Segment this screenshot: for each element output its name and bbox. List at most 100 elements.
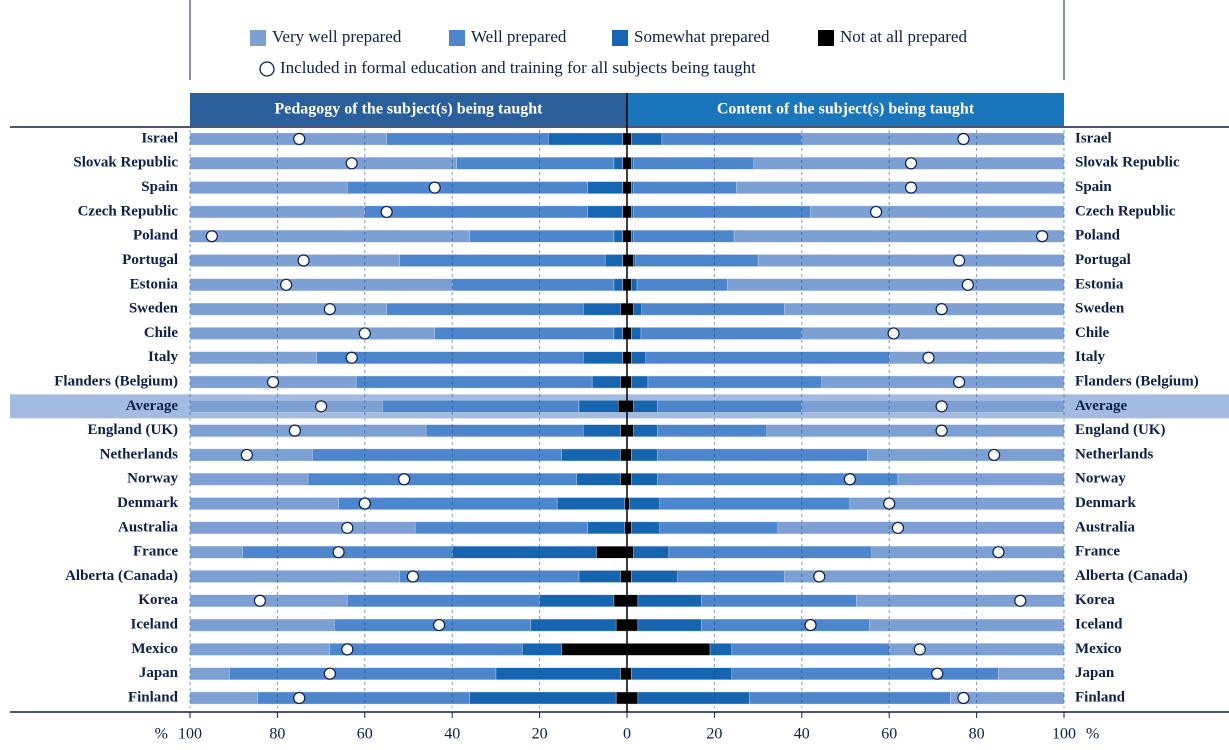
category-label: Chile [144, 325, 179, 341]
category-label: Korea [1075, 592, 1115, 608]
marker [323, 303, 336, 316]
legend-label: Not at all prepared [840, 27, 967, 46]
category-label: Mexico [1075, 641, 1122, 657]
marker [266, 375, 280, 389]
marker [869, 205, 883, 219]
bar-segment [633, 205, 811, 219]
category-label: Portugal [1075, 252, 1131, 268]
category-label: Norway [1075, 471, 1126, 487]
bar-segment [657, 473, 899, 486]
category-label: Denmark [117, 495, 178, 511]
bar-segment [189, 278, 453, 292]
bar-segment [626, 691, 639, 705]
bar-segment [640, 327, 803, 340]
category-label: Spain [141, 179, 178, 195]
bar-segment [620, 375, 628, 389]
bar-segment [657, 400, 803, 413]
category-label: Sweden [1075, 301, 1125, 317]
marker [904, 157, 918, 170]
marker [253, 594, 267, 607]
x-tick-label: 40 [444, 726, 460, 743]
marker [987, 448, 1001, 462]
category-label: Average [126, 398, 179, 414]
bar-segment [620, 667, 628, 680]
category-label: Estonia [130, 276, 179, 292]
legend-label: Very well prepared [272, 27, 402, 46]
bar-segment [620, 570, 628, 583]
bar-segment [631, 667, 733, 680]
bar-segment [731, 643, 890, 656]
marker [957, 132, 970, 146]
marker [992, 546, 1005, 559]
bar-segment [587, 181, 623, 194]
bar-segment [631, 473, 658, 486]
bar-segment [677, 570, 785, 583]
bar-segment [548, 132, 623, 146]
bar-segment [633, 424, 658, 437]
bar-segment [897, 473, 1065, 486]
bar-segment [386, 302, 584, 316]
category-label: England (UK) [88, 422, 178, 438]
category-label: Spain [1075, 179, 1112, 195]
bar-segment [801, 400, 1065, 413]
bar-segment [849, 497, 1065, 510]
marker [935, 400, 948, 413]
bar-segment [869, 618, 1065, 632]
category-label: Flanders (Belgium) [1075, 373, 1199, 389]
bar-segment [613, 327, 623, 340]
bar-segment [189, 521, 416, 535]
bar-segment [189, 618, 335, 632]
bar-segment [701, 618, 870, 632]
x-unit-label: % [155, 726, 168, 743]
bar-segment [998, 667, 1065, 680]
category-label: Iceland [130, 617, 178, 633]
bar-segment [631, 351, 646, 364]
bar-segment [626, 254, 634, 267]
marker [240, 448, 253, 462]
bar-segment [583, 351, 623, 364]
category-label: Finland [128, 689, 179, 705]
category-label: Chile [1075, 325, 1110, 341]
bar-segment [456, 157, 615, 170]
bar-segment [635, 254, 759, 267]
marker [931, 667, 944, 680]
bar-segment [530, 618, 617, 632]
bar-segment [620, 302, 628, 316]
category-label: Japan [1075, 665, 1115, 681]
marker [358, 327, 371, 340]
marker [813, 570, 826, 583]
bar-segment [733, 230, 1065, 243]
bar-segment [633, 230, 735, 243]
marker [323, 667, 336, 680]
marker [1036, 230, 1049, 243]
bar-segment [561, 448, 621, 462]
bar-segment [596, 545, 628, 559]
bar-segment [631, 521, 660, 535]
category-label: Sweden [129, 301, 179, 317]
category-label: Netherlands [100, 446, 178, 462]
bar-segment [633, 181, 737, 194]
bar-segment [591, 375, 621, 389]
bar-segment [613, 594, 628, 607]
bar-segment [425, 424, 584, 437]
x-tick-label: 60 [357, 726, 373, 743]
marker [406, 570, 419, 583]
marker [843, 473, 856, 486]
bar-segment [631, 230, 634, 243]
bar-segment [801, 327, 1065, 340]
marker [804, 618, 817, 632]
bar-segment [364, 205, 588, 219]
category-label: Czech Republic [78, 203, 179, 219]
category-label: Average [1075, 398, 1128, 414]
category-label: Denmark [1075, 495, 1136, 511]
bar-segment [189, 327, 435, 340]
bar-segment [633, 400, 658, 413]
category-label: Japan [139, 665, 179, 681]
category-label: France [1075, 544, 1120, 560]
bar-segment [626, 545, 634, 559]
bar-segment [633, 545, 670, 559]
category-label: France [133, 544, 178, 560]
bar-segment [637, 691, 750, 705]
category-label: Mexico [131, 641, 178, 657]
